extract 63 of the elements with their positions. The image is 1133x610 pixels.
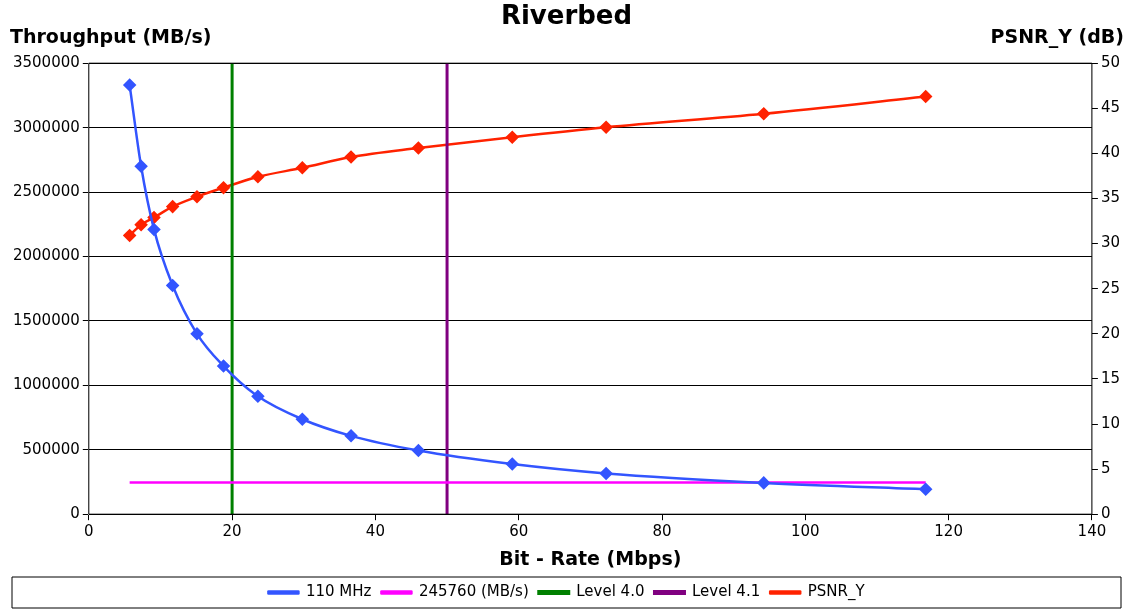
point: [166, 279, 179, 292]
x-tick-label: 80: [652, 522, 672, 541]
y-tick-label: 2500000: [12, 181, 80, 200]
x-tick-label: 120: [934, 522, 963, 541]
x-tick-label: 40: [365, 522, 385, 541]
y2-tick-label: 10: [1100, 413, 1121, 432]
point: [217, 359, 230, 373]
y-tick-label: 3000000: [12, 117, 80, 136]
legend-label: Level 4.0: [576, 582, 645, 601]
point: [296, 412, 309, 426]
y2-tick-label: 5: [1100, 458, 1111, 477]
y-axis-title: Throughput (MB/s): [10, 24, 212, 47]
point: [296, 161, 309, 175]
y2-tick-label: 25: [1100, 278, 1121, 297]
point: [123, 78, 136, 92]
chart-title: Riverbed: [500, 0, 633, 31]
legend-label: 245760 (MB/s): [418, 582, 529, 601]
y2-tick-label: 0: [1100, 504, 1111, 523]
y2-axis-title: PSNR_Y (dB): [990, 24, 1124, 48]
legend-label: Level 4.1: [691, 582, 761, 601]
point: [134, 160, 148, 173]
point: [190, 190, 204, 203]
x-tick-label: 100: [790, 522, 820, 541]
point: [599, 467, 613, 480]
y2-tick-label: 45: [1100, 98, 1121, 117]
point: [147, 223, 161, 236]
x-tick-label: 0: [84, 522, 94, 541]
legend-label: 110 MHz: [305, 582, 372, 601]
x-tick-label: 60: [509, 522, 529, 541]
point: [506, 457, 519, 471]
x-tick-label: 140: [1077, 522, 1107, 541]
y-tick-label: 1500000: [12, 310, 80, 329]
y2-tick-label: 40: [1100, 143, 1121, 162]
point: [599, 120, 613, 134]
point: [251, 390, 265, 403]
y-tick-label: 0: [70, 504, 80, 523]
y2-tick-label: 50: [1100, 53, 1121, 72]
point: [217, 181, 230, 194]
y2-tick-label: 30: [1100, 233, 1121, 252]
point: [412, 141, 425, 155]
y2-tick-label: 35: [1100, 188, 1121, 207]
y-tick-label: 3500000: [12, 53, 80, 72]
legend-label: PSNR_Y: [807, 582, 866, 602]
point: [123, 229, 136, 242]
point: [506, 130, 519, 144]
point: [344, 429, 358, 443]
point: [412, 444, 425, 457]
point: [134, 218, 148, 231]
x-axis-title: Bit - Rate (Mbps): [499, 546, 682, 569]
point: [919, 482, 932, 496]
point: [757, 476, 770, 490]
y-tick-label: 500000: [22, 439, 80, 458]
y2-tick-label: 20: [1100, 323, 1121, 342]
point: [344, 150, 358, 164]
y-tick-label: 2000000: [12, 246, 80, 265]
point: [757, 107, 770, 120]
x-tick-label: 20: [222, 522, 242, 541]
point: [919, 90, 932, 103]
y2-tick-label: 15: [1100, 368, 1121, 387]
point: [190, 327, 204, 341]
point: [166, 200, 179, 213]
y-tick-label: 1000000: [12, 375, 80, 394]
point: [251, 170, 265, 184]
